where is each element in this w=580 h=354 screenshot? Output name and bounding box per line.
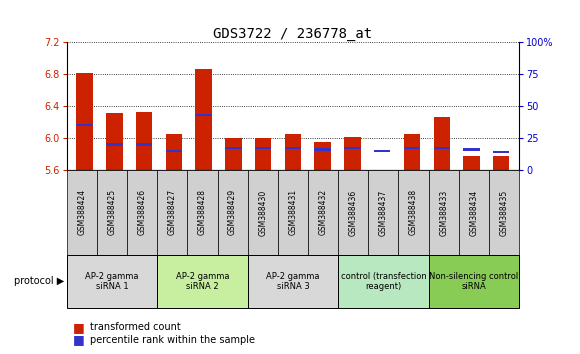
Bar [463, 148, 480, 151]
Text: AP-2 gamma
siRNA 3: AP-2 gamma siRNA 3 [266, 272, 320, 291]
Text: GSM388430: GSM388430 [258, 189, 267, 235]
Bar [345, 147, 361, 149]
Bar [463, 155, 480, 170]
Bar [195, 114, 212, 116]
Bar [77, 73, 93, 170]
Text: GSM388425: GSM388425 [107, 189, 117, 235]
Bar [255, 138, 271, 170]
Bar [285, 147, 301, 149]
Bar [374, 170, 390, 174]
Bar [433, 116, 450, 170]
Text: GSM388428: GSM388428 [198, 189, 207, 235]
Bar [285, 134, 301, 170]
Text: GSM388438: GSM388438 [409, 189, 418, 235]
Text: ■: ■ [72, 333, 84, 346]
Text: GSM388435: GSM388435 [499, 189, 509, 235]
Text: GSM388437: GSM388437 [379, 189, 388, 235]
Text: GSM388434: GSM388434 [469, 189, 478, 235]
Bar [225, 147, 241, 149]
Text: GSM388426: GSM388426 [137, 189, 147, 235]
Bar [493, 151, 509, 153]
Bar [106, 113, 122, 170]
Bar [314, 142, 331, 170]
Text: AP-2 gamma
siRNA 1: AP-2 gamma siRNA 1 [85, 272, 139, 291]
Text: ■: ■ [72, 321, 84, 334]
Text: GSM388427: GSM388427 [168, 189, 177, 235]
Text: protocol ▶: protocol ▶ [13, 276, 64, 286]
Bar [374, 150, 390, 152]
Bar [195, 69, 212, 170]
Bar [314, 148, 331, 151]
Text: GSM388436: GSM388436 [349, 189, 358, 235]
Text: GSM388433: GSM388433 [439, 189, 448, 235]
Text: GSM388429: GSM388429 [228, 189, 237, 235]
Bar [136, 112, 153, 170]
Bar [106, 143, 122, 145]
Bar [136, 143, 153, 145]
Bar [166, 134, 182, 170]
Text: AP-2 gamma
siRNA 2: AP-2 gamma siRNA 2 [176, 272, 229, 291]
Bar [493, 155, 509, 170]
Text: percentile rank within the sample: percentile rank within the sample [90, 335, 255, 345]
Text: transformed count: transformed count [90, 322, 180, 332]
Bar [433, 147, 450, 149]
Title: GDS3722 / 236778_at: GDS3722 / 236778_at [213, 28, 372, 41]
Bar [225, 138, 241, 170]
Bar [404, 147, 420, 149]
Text: GSM388431: GSM388431 [288, 189, 298, 235]
Text: Non-silencing control
siRNA: Non-silencing control siRNA [429, 272, 519, 291]
Bar [404, 134, 420, 170]
Bar [345, 137, 361, 170]
Text: GSM388432: GSM388432 [318, 189, 328, 235]
Bar [255, 147, 271, 149]
Bar [77, 124, 93, 126]
Bar [166, 150, 182, 152]
Text: GSM388424: GSM388424 [77, 189, 86, 235]
Text: control (transfection
reagent): control (transfection reagent) [340, 272, 426, 291]
